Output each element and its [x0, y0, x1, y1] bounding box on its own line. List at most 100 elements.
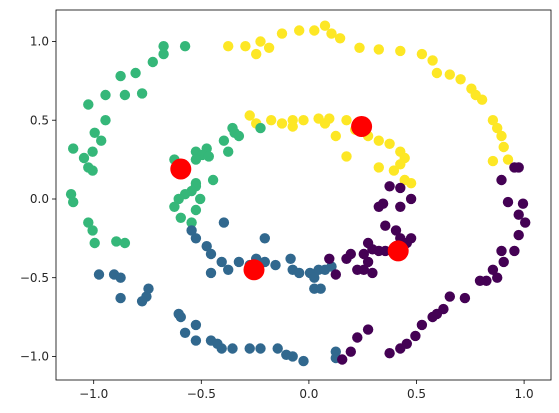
purple-cluster-point: [362, 324, 374, 335]
x-tick-label: 1.0: [515, 387, 534, 401]
blue-cluster-point: [309, 272, 320, 283]
yellow-cluster-point: [251, 48, 262, 60]
yellow-cluster-point: [223, 41, 234, 52]
green-cluster-point: [87, 225, 98, 236]
blue-cluster-point: [227, 343, 238, 354]
blue-cluster-point: [93, 269, 105, 280]
green-cluster-point: [100, 89, 111, 101]
purple-cluster-point: [427, 311, 438, 323]
yellow-cluster-point: [373, 135, 384, 146]
blue-cluster-point: [190, 319, 202, 331]
purple-cluster-point: [520, 217, 531, 228]
centroid-markers: [170, 116, 409, 281]
yellow-cluster-point: [276, 118, 288, 129]
purple-cluster-point: [358, 248, 369, 260]
purple-cluster-point: [384, 181, 395, 192]
green-cluster-point: [158, 48, 169, 60]
yellow-cluster-point: [354, 42, 365, 53]
yellow-cluster-point: [287, 115, 298, 126]
purple-cluster-point: [362, 256, 374, 268]
blue-cluster-point: [285, 253, 296, 264]
y-tick-label: 1.0: [30, 35, 49, 49]
green-cluster-point: [119, 89, 131, 101]
green-cluster-point: [136, 88, 148, 99]
purple-cluster-point: [405, 193, 417, 205]
purple-cluster-point: [513, 162, 524, 173]
blue-cluster-point: [201, 241, 212, 252]
yellow-cluster-point: [388, 165, 400, 176]
yellow-cluster-point: [240, 41, 251, 52]
yellow-cluster-point: [341, 115, 352, 126]
blue-cluster-point: [218, 217, 230, 228]
green-cluster-point: [173, 193, 184, 205]
green-cluster-point: [119, 237, 131, 249]
x-tick-label: −1.0: [79, 387, 108, 401]
green-cluster-point: [203, 151, 214, 162]
purple-cluster-point: [380, 220, 391, 231]
green-cluster-point: [218, 135, 230, 146]
cluster-centroid: [170, 158, 192, 180]
yellow-cluster-point: [298, 115, 309, 126]
blue-cluster-point: [223, 264, 234, 275]
green-cluster-point: [175, 212, 186, 223]
green-cluster-point: [190, 204, 202, 216]
purple-cluster-point: [502, 196, 514, 208]
y-tick-label: −0.5: [20, 271, 49, 285]
cluster-centroid: [387, 240, 409, 262]
blue-cluster-point: [115, 272, 126, 283]
yellow-cluster-point: [395, 159, 406, 170]
blue-cluster-point: [216, 256, 227, 268]
green-cluster-point: [89, 237, 100, 249]
green-cluster-point: [87, 165, 98, 176]
blue-cluster-point: [190, 233, 202, 244]
purple-cluster-point: [509, 245, 520, 257]
purple-cluster-point: [395, 201, 406, 212]
green-cluster-point: [233, 130, 245, 142]
purple-cluster-point: [352, 264, 363, 275]
green-cluster-point: [68, 143, 79, 154]
green-cluster-point: [89, 127, 100, 138]
yellow-cluster-point: [492, 122, 503, 134]
blue-cluster-point: [326, 261, 337, 272]
green-cluster-point: [83, 217, 94, 228]
green-cluster-point: [190, 154, 202, 165]
blue-cluster-point: [233, 256, 245, 268]
green-cluster-point: [195, 193, 206, 205]
green-cluster-point: [83, 99, 94, 110]
green-cluster-point: [130, 67, 141, 79]
yellow-cluster-point: [294, 25, 305, 36]
green-cluster-point: [158, 41, 169, 52]
yellow-cluster-point: [498, 141, 509, 153]
yellow-cluster-point: [416, 48, 428, 60]
yellow-cluster-point: [427, 55, 438, 66]
purple-cluster-point: [337, 354, 348, 365]
purple-cluster-point: [517, 198, 529, 209]
green-cluster-point: [169, 201, 180, 212]
purple-cluster-point: [395, 182, 406, 194]
blue-cluster-point: [136, 296, 148, 307]
green-cluster-point: [100, 115, 111, 126]
purple-cluster-point: [330, 269, 341, 280]
yellow-cluster-point: [444, 69, 455, 80]
blue-cluster-point: [272, 343, 283, 354]
yellow-cluster-point: [244, 110, 255, 121]
green-cluster-point: [111, 236, 122, 247]
yellow-cluster-point: [487, 155, 499, 167]
yellow-cluster-point: [487, 115, 499, 126]
blue-cluster-point: [270, 259, 281, 271]
yellow-cluster-point: [319, 118, 331, 129]
yellow-cluster-point: [341, 151, 352, 162]
green-cluster-point: [65, 189, 77, 200]
blue-cluster-point: [294, 267, 305, 279]
yellow-cluster-point: [455, 74, 466, 85]
yellow-cluster-point: [255, 36, 266, 47]
x-axis: −1.0 −0.5 0.0 0.5 1.0: [79, 380, 534, 401]
green-cluster-point: [223, 146, 234, 157]
blue-cluster-point: [216, 343, 227, 354]
purple-cluster-point: [373, 201, 384, 212]
green-cluster-point: [78, 152, 90, 164]
purple-cluster-point: [341, 253, 352, 264]
x-tick-label: 0.5: [407, 387, 426, 401]
yellow-cluster-point: [384, 138, 395, 149]
